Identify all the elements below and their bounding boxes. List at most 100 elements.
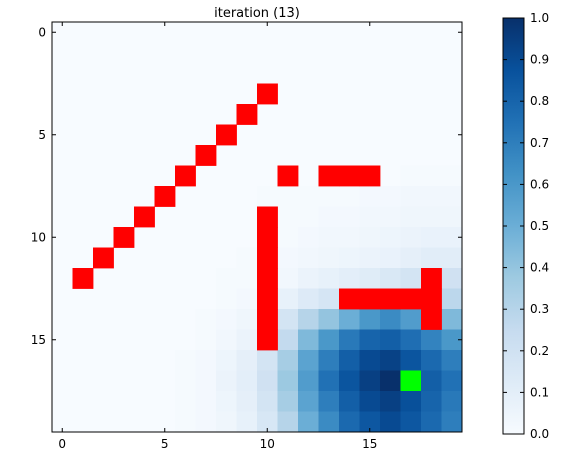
heatmap-cell	[195, 206, 217, 228]
heatmap-cell	[195, 309, 217, 330]
heatmap-cell	[216, 145, 237, 166]
wall-cell	[277, 165, 299, 187]
heatmap-cell	[257, 124, 278, 146]
heatmap-cell	[257, 165, 278, 187]
heatmap-cell	[236, 309, 258, 330]
heatmap-cell	[318, 186, 340, 207]
heatmap-cell	[175, 411, 196, 433]
heatmap-cell	[236, 165, 258, 187]
heatmap-cell	[236, 268, 258, 289]
heatmap-cell	[113, 104, 135, 125]
heatmap-cell	[175, 83, 196, 105]
heatmap-cell	[339, 206, 360, 228]
heatmap-cell	[380, 124, 401, 146]
heatmap-cell	[441, 227, 463, 248]
heatmap-cell	[195, 104, 217, 125]
heatmap-cell	[93, 329, 114, 351]
heatmap-cell	[134, 104, 155, 125]
heatmap-cell	[113, 186, 135, 207]
heatmap-cell	[113, 206, 135, 228]
heatmap-cell	[236, 411, 258, 433]
heatmap-cell	[216, 329, 237, 351]
heatmap-cell	[380, 391, 401, 412]
heatmap-cell	[175, 124, 196, 146]
wall-cell	[359, 288, 381, 310]
heatmap-cell	[134, 165, 155, 187]
heatmap-cell	[277, 268, 299, 289]
heatmap-cell	[195, 22, 217, 43]
plot-frame	[51, 21, 463, 433]
heatmap-cell	[216, 22, 237, 43]
heatmap-cell	[298, 411, 319, 433]
heatmap-cell	[298, 63, 319, 84]
heatmap-cell	[277, 288, 299, 310]
heatmap-cell	[318, 247, 340, 269]
heatmap-cell	[154, 391, 176, 412]
heatmap-cell	[154, 206, 176, 228]
heatmap-cell	[359, 329, 381, 351]
heatmap-cell	[175, 206, 196, 228]
colorbar-tick-label: 0.1	[530, 385, 549, 399]
heatmap-cell	[216, 247, 237, 269]
heatmap-cell	[154, 268, 176, 289]
heatmap-cell	[134, 42, 155, 64]
heatmap-cell	[359, 268, 381, 289]
colorbar-tick-label: 0.6	[530, 177, 549, 191]
heatmap-cell	[52, 247, 73, 269]
colorbar: 0.0 0.1 0.2 0.3 0.4 0.5 0.6 0.7 0.8 0.9 1.0	[502, 11, 549, 441]
heatmap-cell	[298, 104, 319, 125]
heatmap-cell	[400, 350, 422, 371]
heatmap-cell	[441, 288, 463, 310]
heatmap-cell	[421, 83, 442, 105]
heatmap-cell	[318, 63, 340, 84]
heatmap-cell	[298, 350, 319, 371]
heatmap-cell	[400, 104, 422, 125]
wall-cell	[134, 206, 155, 228]
heatmap-cell	[421, 165, 442, 187]
heatmap-cell	[154, 329, 176, 351]
heatmap-cell	[72, 350, 94, 371]
wall-cell	[339, 288, 360, 310]
heatmap-cell	[175, 288, 196, 310]
agent-marker-layer	[400, 370, 421, 391]
heatmap-cell	[154, 247, 176, 269]
wall-cell	[257, 227, 278, 248]
heatmap-cell	[318, 350, 340, 371]
heatmap-cell	[175, 391, 196, 412]
heatmap-cell	[380, 411, 401, 433]
heatmap-cell	[175, 268, 196, 289]
heatmap-cell	[421, 124, 442, 146]
heatmap-cell	[154, 42, 176, 64]
heatmap-cell	[93, 391, 114, 412]
heatmap-cell	[318, 288, 340, 310]
heatmap-cell	[441, 124, 463, 146]
heatmap-cell	[359, 350, 381, 371]
heatmap-cell	[339, 104, 360, 125]
heatmap-cell	[72, 309, 94, 330]
heatmap-cell	[93, 227, 114, 248]
heatmap-cell	[441, 165, 463, 187]
heatmap-cell	[93, 22, 114, 43]
heatmap-cell	[113, 22, 135, 43]
heatmap-cell	[134, 124, 155, 146]
heatmap-cell	[298, 288, 319, 310]
heatmap-cell	[380, 165, 401, 187]
heatmap-cell	[175, 329, 196, 351]
heatmap-cell	[175, 63, 196, 84]
wall-cell	[195, 145, 217, 166]
heatmap-cell	[216, 104, 237, 125]
heatmap-cell	[72, 247, 94, 269]
heatmap-cell	[441, 391, 463, 412]
heatmap-cell	[134, 411, 155, 433]
heatmap-cell	[257, 42, 278, 64]
heatmap-cell	[175, 247, 196, 269]
heatmap-cell	[154, 227, 176, 248]
heatmap-cell	[339, 124, 360, 146]
heatmap-cell	[400, 22, 422, 43]
heatmap-cell	[441, 309, 463, 330]
heatmap-cell	[298, 22, 319, 43]
heatmap-cell	[359, 309, 381, 330]
heatmap-cell	[277, 124, 299, 146]
heatmap-cell	[52, 104, 73, 125]
heatmap-cell	[195, 186, 217, 207]
